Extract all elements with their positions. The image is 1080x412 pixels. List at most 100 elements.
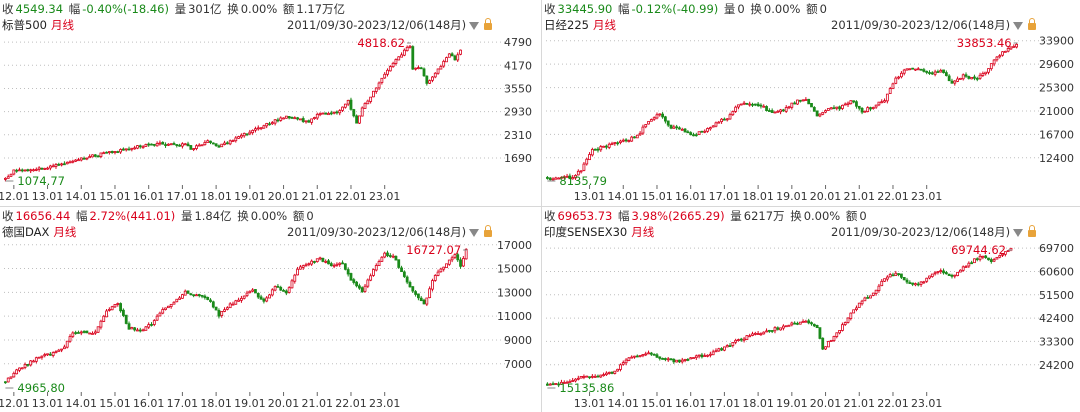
candle-body <box>649 119 653 122</box>
candle <box>419 296 423 302</box>
candle <box>110 150 114 154</box>
candle-body <box>268 123 271 126</box>
candle <box>998 54 1002 59</box>
candle <box>23 362 27 370</box>
candle <box>689 131 693 136</box>
candle <box>366 99 370 105</box>
candle-body <box>315 258 319 263</box>
turnover-label: 换 <box>750 2 762 16</box>
date-range[interactable]: 2011/09/30-2023/12/06(148月) <box>831 17 1037 33</box>
candle-body <box>869 295 872 299</box>
candle-body <box>641 354 645 357</box>
chevron-down-icon[interactable] <box>1013 22 1024 30</box>
date-range[interactable]: 2011/09/30-2023/12/06(148月) <box>287 224 493 240</box>
candle-body <box>144 326 148 331</box>
candle <box>897 75 900 80</box>
candle <box>661 112 664 119</box>
chevron-down-icon[interactable] <box>469 22 480 30</box>
lock-icon[interactable] <box>484 225 493 237</box>
candle <box>942 69 945 74</box>
candle-body <box>652 117 656 120</box>
candlestick-chart[interactable]: 7000 9000 11000 13000 15000 17000 12.01 13.01 14… <box>0 239 538 412</box>
candle-body <box>405 276 409 283</box>
candle-body <box>203 295 207 299</box>
candle-body <box>377 261 381 267</box>
date-range[interactable]: 2011/09/30-2023/12/06(148月) <box>287 17 493 33</box>
date-range[interactable]: 2011/09/30-2023/12/06(148月) <box>831 224 1037 240</box>
candle-body <box>582 163 586 171</box>
candle-body <box>419 67 423 70</box>
candle-body <box>369 275 373 281</box>
candle <box>560 379 563 385</box>
candle-body <box>590 149 594 156</box>
candle <box>417 293 420 301</box>
candle-body <box>863 110 867 113</box>
chart-panel-sensex30[interactable]: 收 69653.73 幅 3.98%(2665.29) 量 6217万 换 0.00% … <box>542 207 1080 412</box>
candle <box>725 344 729 348</box>
candle-body <box>276 119 280 122</box>
lock-icon[interactable] <box>1028 225 1037 237</box>
candle <box>883 98 886 103</box>
candle <box>723 346 726 352</box>
candle-body <box>694 134 698 137</box>
candle <box>624 138 628 143</box>
candlestick-chart[interactable]: 24200 33300 42400 51500 60600 69700 13.01 14.01… <box>542 240 1080 412</box>
candle <box>731 110 735 116</box>
candle <box>919 68 923 71</box>
candle-body <box>79 157 83 161</box>
candle <box>155 141 159 147</box>
candle <box>380 77 384 85</box>
period-selector[interactable]: 月线 <box>631 225 655 239</box>
candle-body <box>71 332 75 337</box>
candle-body <box>992 259 996 262</box>
candle-body <box>784 107 788 112</box>
period-selector[interactable]: 月线 <box>50 18 74 32</box>
low-value-label: 8135.79 <box>559 174 607 188</box>
candle <box>914 68 917 71</box>
candle-body <box>568 380 572 383</box>
candle <box>197 293 201 298</box>
candle <box>852 309 856 314</box>
candle-body <box>714 122 718 127</box>
candle-body <box>734 106 738 112</box>
candle <box>214 306 218 311</box>
candle <box>987 68 990 75</box>
candle-body <box>77 159 80 162</box>
lock-icon[interactable] <box>1028 18 1037 30</box>
candle-body <box>711 125 715 128</box>
candle <box>970 76 974 80</box>
chart-panel-dax[interactable]: 收 16656.44 幅 2.72%(441.01) 量 1.84亿 换 0.00% 额… <box>0 207 538 412</box>
candle-body <box>970 262 974 265</box>
candle <box>891 82 895 90</box>
candle <box>282 288 285 292</box>
candle-body <box>169 303 173 307</box>
candle <box>995 256 999 260</box>
candle-body <box>310 118 314 123</box>
candle <box>568 173 572 180</box>
candle <box>703 353 707 358</box>
period-selector[interactable]: 月线 <box>53 225 77 239</box>
candle-body <box>770 110 774 113</box>
lock-icon[interactable] <box>484 18 493 30</box>
candle-body <box>40 167 44 170</box>
period-selector[interactable]: 月线 <box>592 18 616 32</box>
candle-body <box>116 303 120 305</box>
candlestick-chart[interactable]: 12400 16700 21000 25300 29600 33900 13.01 14.01… <box>542 33 1080 205</box>
candle-body <box>77 332 80 334</box>
candle <box>442 59 446 68</box>
candle-body <box>765 330 768 333</box>
candle <box>355 114 358 124</box>
candle-body <box>942 270 945 274</box>
chevron-down-icon[interactable] <box>1013 229 1024 237</box>
candle-body <box>192 294 196 297</box>
candle <box>661 357 664 360</box>
candle <box>675 359 679 363</box>
candle-body <box>380 256 384 262</box>
candle-body <box>425 297 429 305</box>
chevron-down-icon[interactable] <box>469 229 480 237</box>
candle-body <box>821 337 825 350</box>
candle-body <box>85 157 89 160</box>
